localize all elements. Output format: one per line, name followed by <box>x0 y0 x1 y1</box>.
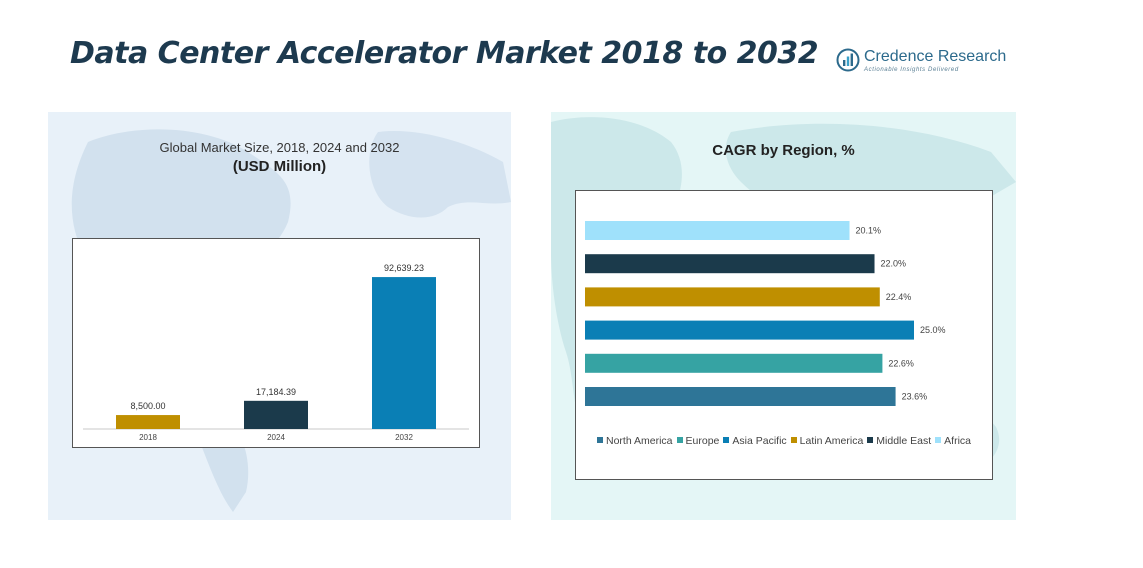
legend-item-north-america: North America <box>597 435 673 447</box>
x-tick-label-2024: 2024 <box>267 433 285 442</box>
bar-value-label-2024: 17,184.39 <box>256 387 296 397</box>
bar-middle-east <box>585 254 875 274</box>
market-size-subtitle: Global Market Size, 2018, 2024 and 2032 <box>159 140 400 155</box>
page-title: Data Center Accelerator Market 2018 to 2… <box>70 36 819 71</box>
bar-asia-pacific <box>585 320 914 340</box>
legend-swatch <box>676 437 683 443</box>
bar-value-label-2032: 92,639.23 <box>384 263 424 273</box>
legend-item-latin-america: Latin America <box>790 435 864 447</box>
legend-item-africa: Africa <box>935 435 971 447</box>
bar-value-label-latin-america: 22.4% <box>886 292 912 302</box>
logo-name: Credence Research <box>864 48 1007 65</box>
market-size-chart-svg: 8,500.00 2018 17,184.39 2024 92,639.23 2032 <box>83 263 469 442</box>
bar-value-label-africa: 20.1% <box>856 226 882 236</box>
market-size-chart: 8,500.00 2018 17,184.39 2024 92,639.23 2032 <box>72 238 480 448</box>
legend-label: Asia Pacific <box>732 435 787 447</box>
legend-label: Latin America <box>799 435 864 447</box>
legend-swatch <box>935 437 942 443</box>
x-tick-label-2018: 2018 <box>139 433 157 442</box>
x-tick-label-2032: 2032 <box>395 433 413 442</box>
legend-label: Europe <box>685 435 720 447</box>
logo-tagline: Actionable Insights Delivered <box>864 67 959 73</box>
legend-item-europe: Europe <box>676 435 720 447</box>
market-size-panel: Global Market Size, 2018, 2024 and 2032 … <box>48 112 511 520</box>
legend-label: Middle East <box>876 435 932 447</box>
bar-value-label-middle-east: 22.0% <box>881 259 907 269</box>
legend-label: Africa <box>944 435 971 447</box>
bar-2018 <box>116 415 180 429</box>
bar-africa <box>585 221 850 240</box>
market-size-unit: (USD Million) <box>232 158 327 175</box>
bar-2024 <box>244 400 308 429</box>
bar-value-label-2018: 8,500.00 <box>130 401 165 411</box>
legend-item-middle-east: Middle East <box>867 435 931 447</box>
legend-swatch <box>867 437 874 443</box>
bar-north-america <box>585 387 896 406</box>
cagr-chart-svg: 23.6% 22.6% 25.0% 22.4% 22.0% 20.1% <box>585 221 946 406</box>
bar-value-label-europe: 22.6% <box>888 358 914 368</box>
cagr-legend: North America Europe Asia Pacific Latin Ame… <box>576 435 992 447</box>
cagr-title: CAGR by Region, % <box>712 142 855 159</box>
legend-item-asia-pacific: Asia Pacific <box>723 435 787 447</box>
bar-2032 <box>372 277 436 429</box>
cagr-chart: 23.6% 22.6% 25.0% 22.4% 22.0% 20.1% North Ame… <box>575 190 993 480</box>
legend-swatch <box>790 437 797 443</box>
bar-value-label-north-america: 23.6% <box>902 392 928 402</box>
logo-mark-icon <box>836 48 860 72</box>
credence-research-logo: Credence Research Actionable Insights De… <box>836 46 1006 76</box>
legend-label: North America <box>606 435 673 447</box>
bar-europe <box>585 353 883 373</box>
cagr-panel: CAGR by Region, % 23.6% 22.6% 25.0% 22.4% 22… <box>551 112 1016 520</box>
bar-value-label-asia-pacific: 25.0% <box>920 325 946 335</box>
legend-swatch <box>723 437 730 443</box>
bar-latin-america <box>585 287 880 307</box>
legend-swatch <box>597 437 603 443</box>
